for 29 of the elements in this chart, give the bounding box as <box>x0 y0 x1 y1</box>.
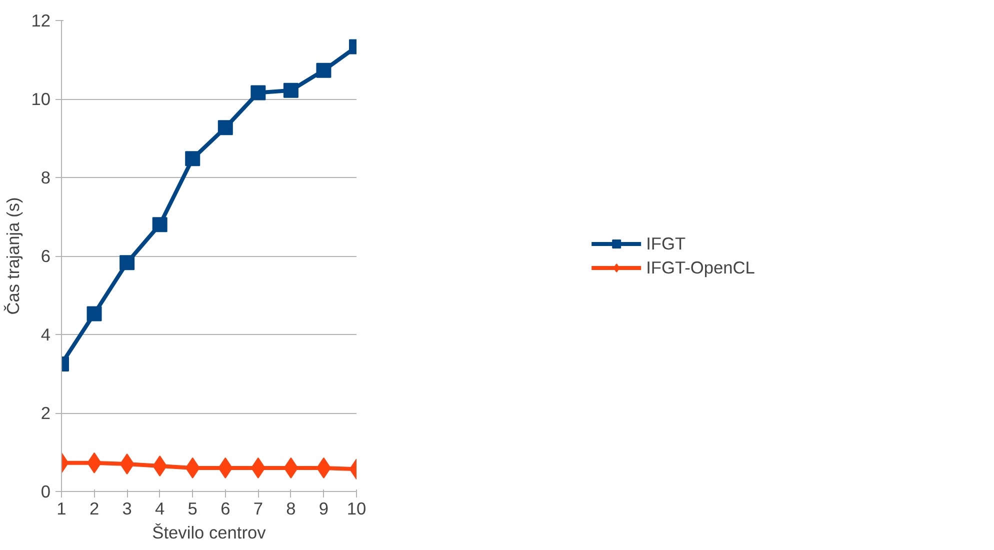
point <box>152 217 168 232</box>
y-tick-label: 4 <box>40 324 51 344</box>
point <box>218 120 233 136</box>
y-tick-label: 10 <box>31 89 51 109</box>
x-axis-title: Število centrov <box>152 522 266 542</box>
x-tick-label: 6 <box>220 498 230 518</box>
y-tick-label: 2 <box>40 403 51 423</box>
x-tick-label: 7 <box>253 498 263 518</box>
y-tick-label: 12 <box>31 10 51 30</box>
x-tick-label: 3 <box>122 498 132 518</box>
y-tick-label: 6 <box>40 246 51 266</box>
x-tick-label: 5 <box>188 498 198 518</box>
point <box>120 255 135 270</box>
y-axis-title: Čas trajanja (s) <box>3 197 24 315</box>
x-tick-label: 4 <box>155 498 166 518</box>
point <box>250 85 266 100</box>
point <box>316 62 332 78</box>
point <box>283 82 298 98</box>
x-tick-label: 10 <box>346 498 366 518</box>
point <box>86 306 102 322</box>
y-tick-label: 8 <box>40 168 51 188</box>
legend-label: IFGT <box>646 233 686 254</box>
x-tick-label: 8 <box>286 498 296 518</box>
point <box>185 151 200 166</box>
legend-label: IFGT-OpenCL <box>646 257 755 278</box>
x-tick-label: 9 <box>318 498 329 518</box>
y-tick-label: 0 <box>40 482 51 502</box>
x-tick-label: 2 <box>89 498 100 518</box>
x-tick-label: 1 <box>56 498 66 518</box>
